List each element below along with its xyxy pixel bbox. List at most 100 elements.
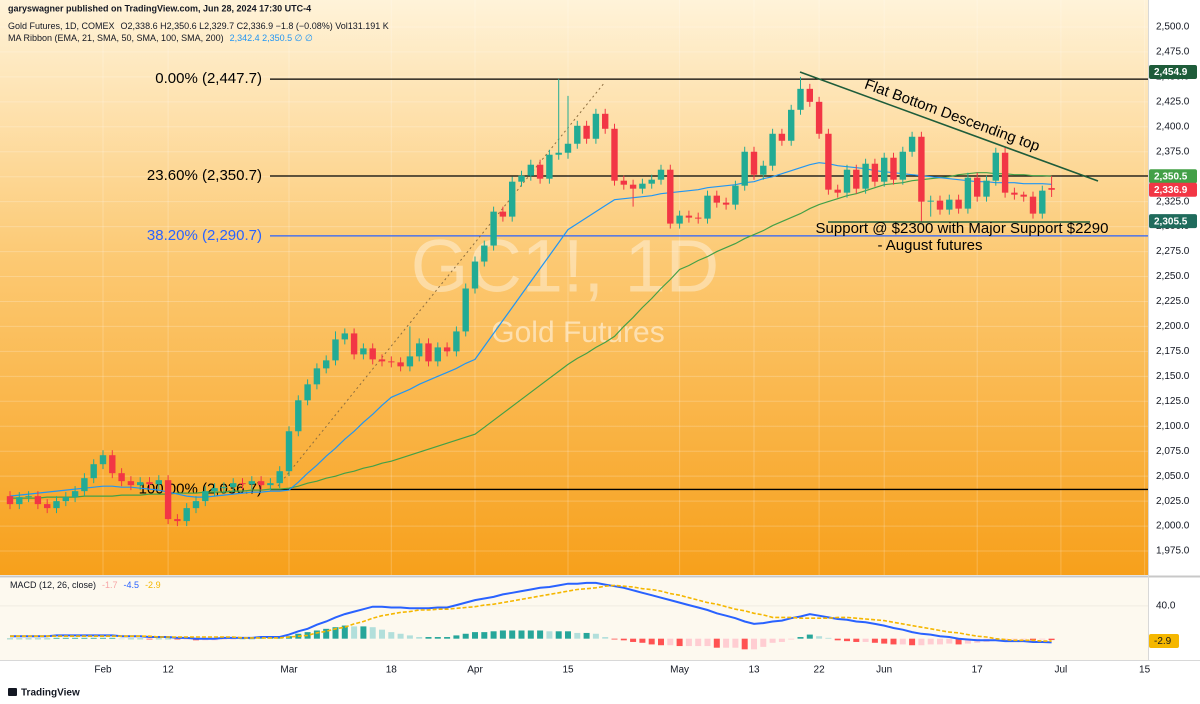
signal-line — [10, 584, 1052, 642]
histogram-bar — [44, 638, 51, 640]
histogram-bar — [472, 632, 478, 639]
y-tick-label: 2,250.0 — [1156, 271, 1190, 282]
x-tick-label: Jun — [876, 665, 892, 676]
x-tick-label: 18 — [386, 665, 398, 676]
level-label: 0.00% (2,447.7) — [155, 70, 262, 87]
footer: TradingView — [8, 688, 80, 699]
histogram-bar — [369, 627, 376, 639]
y-tick-label: 1,975.0 — [1156, 546, 1190, 557]
candle-body — [778, 133, 786, 141]
candle-body — [564, 143, 572, 153]
histogram-bar — [100, 637, 106, 639]
candle-body — [71, 491, 79, 498]
histogram-bar — [416, 637, 423, 639]
y-tick-label: 2,100.0 — [1156, 421, 1190, 432]
candle-body — [295, 400, 302, 432]
descending-trend-line — [799, 71, 1099, 182]
histogram-bar — [667, 638, 674, 646]
candle-body — [741, 151, 748, 186]
candle-body — [769, 133, 776, 166]
histogram-bar — [602, 637, 609, 639]
candle-body — [974, 177, 981, 197]
grid — [0, 605, 1148, 607]
candle-body — [267, 483, 274, 486]
candle-body — [890, 157, 897, 180]
candle-body — [583, 125, 590, 139]
macd-line — [10, 581, 1052, 644]
histogram-bar — [360, 626, 367, 639]
histogram-bar — [760, 638, 767, 647]
candle-body — [602, 113, 609, 129]
y-tick-label: 2,025.0 — [1156, 496, 1190, 507]
candle-body — [732, 185, 739, 205]
candle-body — [257, 481, 265, 486]
histogram-bar — [434, 637, 441, 639]
histogram-bar — [230, 638, 237, 640]
x-tick-label: 12 — [163, 665, 175, 676]
x-tick-label: Jul — [1055, 665, 1068, 676]
candle-body — [183, 508, 190, 522]
candle-body — [834, 189, 841, 193]
candle-body — [462, 288, 469, 332]
histogram-bar — [137, 638, 144, 640]
histogram-bar — [816, 636, 823, 639]
candle-body — [323, 360, 330, 369]
y-tick-label: 2,150.0 — [1156, 371, 1190, 382]
histogram-bar — [537, 630, 544, 639]
candle-body — [927, 200, 934, 202]
x-tick-label: Feb — [94, 665, 112, 676]
histogram-bar — [1020, 638, 1027, 640]
histogram-bar — [871, 638, 878, 643]
candle-body — [211, 488, 218, 492]
macd-hist-value: -1.7 — [102, 580, 118, 590]
histogram-bar — [723, 638, 730, 648]
histogram-bar — [937, 638, 943, 645]
candle-body — [397, 362, 404, 367]
histogram-bar — [788, 638, 795, 640]
histogram-bar — [444, 637, 451, 639]
axes: 1,975.0 2,000.0 2,025.0 2,050.0 2,075.0 2,100… — [94, 22, 1197, 676]
x-tick-label: 17 — [972, 665, 984, 676]
x-tick-label: Mar — [280, 665, 298, 676]
histogram-bar — [499, 630, 506, 639]
candle-body — [797, 88, 804, 110]
histogram-bar — [1048, 638, 1055, 641]
y-tick-label: 2,200.0 — [1156, 321, 1190, 332]
annotation: - August futures — [877, 237, 982, 254]
candle-body — [899, 151, 906, 180]
ohlc: O2,338.6 H2,350.6 L2,329.7 C2,336.9 −1.8… — [121, 21, 389, 31]
histogram-bar — [239, 638, 246, 640]
candle-body — [146, 482, 153, 485]
histogram-bar — [62, 637, 69, 639]
y-tick-label: 2,175.0 — [1156, 346, 1190, 357]
x-tick-label: 15 — [562, 665, 574, 676]
candle-body — [34, 496, 42, 505]
histogram-bar — [323, 628, 330, 639]
histogram-bar — [220, 638, 227, 640]
candle-body — [471, 261, 479, 289]
histogram-bar — [248, 638, 255, 640]
histogram-bar — [276, 637, 283, 639]
candle-body — [853, 169, 860, 189]
histogram-bar — [918, 638, 925, 646]
y-tick-label: 2,500.0 — [1156, 22, 1190, 33]
legend: garyswagner published on TradingView.com… — [8, 3, 389, 590]
candle-body — [499, 211, 507, 217]
candle-body — [918, 136, 925, 202]
candle-body — [44, 504, 51, 509]
watermark-symbol: GC1!, 1D — [411, 225, 719, 308]
y-tick-label: 2,000.0 — [1156, 521, 1190, 532]
histogram-bar — [81, 637, 88, 639]
candle-body — [825, 133, 832, 190]
candle-body — [285, 431, 293, 472]
histogram-bar — [899, 638, 906, 645]
candle-body — [1048, 188, 1055, 190]
y-tick-label: 2,225.0 — [1156, 296, 1190, 307]
macd-value: -4.5 — [124, 580, 140, 590]
watermark-name: Gold Futures — [491, 316, 664, 349]
candle-body — [341, 333, 348, 340]
candle-body — [555, 152, 562, 155]
candle-body — [127, 481, 135, 486]
histogram-bar — [881, 638, 888, 644]
indicator: MA Ribbon (EMA, 21, SMA, 50, SMA, 100, S… — [8, 33, 224, 43]
